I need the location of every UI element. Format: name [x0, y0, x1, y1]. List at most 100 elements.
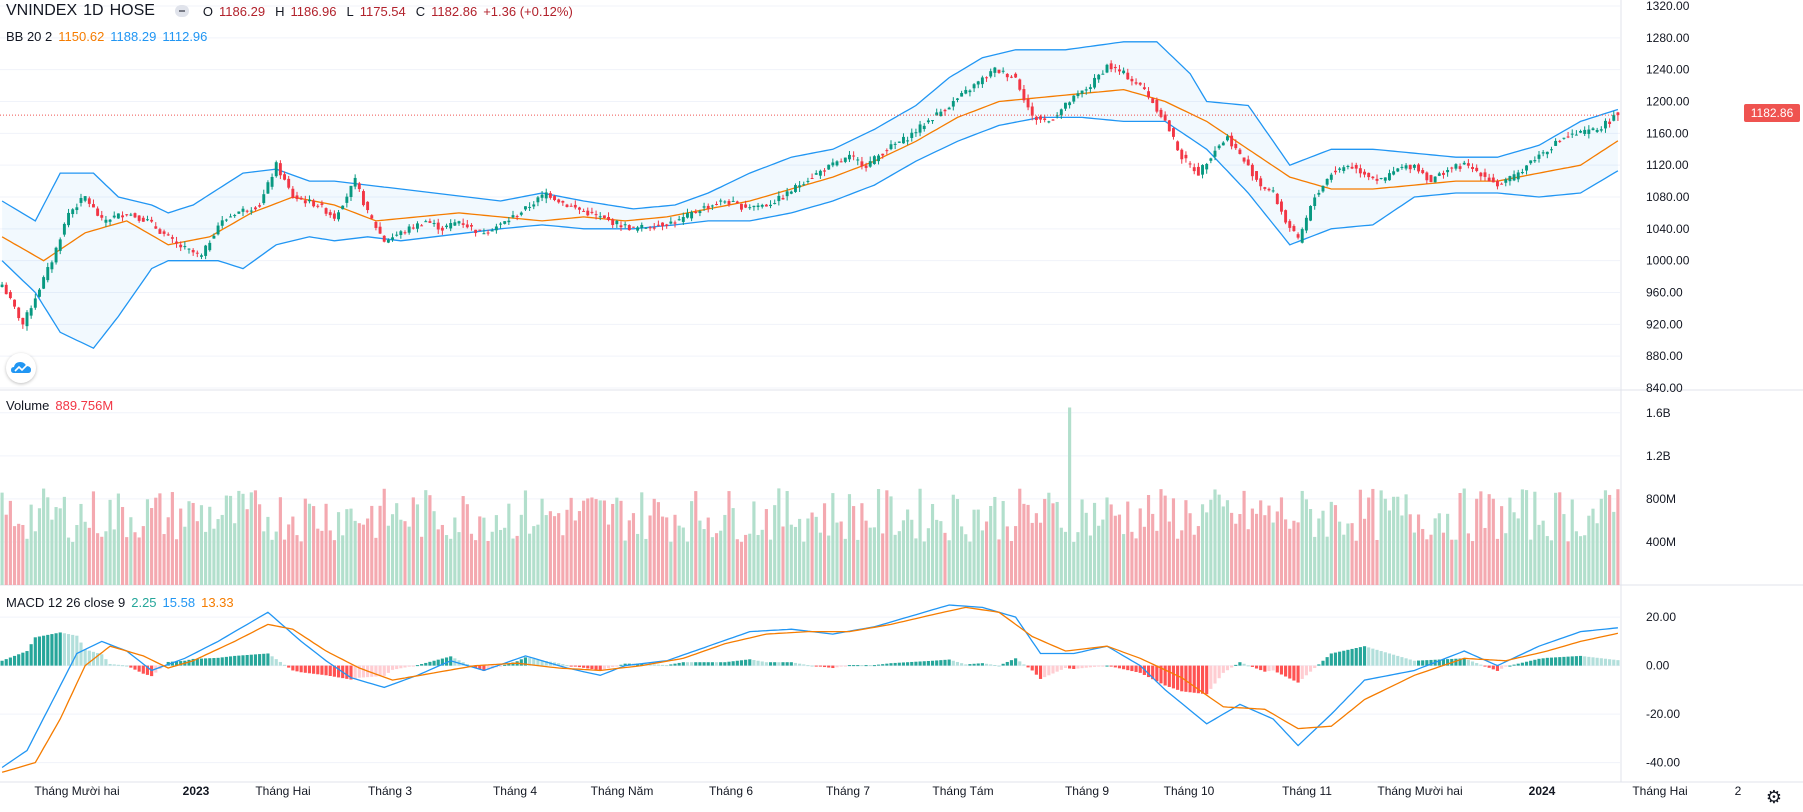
volume-bar[interactable]	[723, 514, 727, 585]
candle-body[interactable]	[403, 232, 407, 234]
volume-bar[interactable]	[839, 521, 843, 585]
volume-bar[interactable]	[1055, 501, 1059, 585]
candle-body[interactable]	[407, 226, 411, 233]
volume-bar[interactable]	[1072, 541, 1076, 585]
volume-bar[interactable]	[4, 514, 8, 585]
candle-body[interactable]	[67, 212, 70, 226]
candle-body[interactable]	[183, 246, 187, 248]
candle-body[interactable]	[1421, 170, 1425, 174]
candle-body[interactable]	[17, 307, 21, 319]
candle-body[interactable]	[573, 204, 577, 208]
volume-bar[interactable]	[1446, 513, 1450, 585]
candle-body[interactable]	[1039, 116, 1042, 120]
candle-body[interactable]	[1263, 187, 1267, 189]
candle-body[interactable]	[58, 239, 62, 251]
volume-bar[interactable]	[137, 537, 141, 585]
candle-body[interactable]	[399, 231, 403, 235]
volume-bar[interactable]	[1043, 498, 1047, 585]
volume-bar[interactable]	[166, 517, 170, 585]
volume-bar[interactable]	[361, 524, 366, 585]
candle-body[interactable]	[1014, 73, 1018, 78]
volume-bar[interactable]	[216, 519, 220, 585]
candle-body[interactable]	[1504, 179, 1508, 183]
candle-body[interactable]	[1612, 114, 1616, 121]
candle-body[interactable]	[187, 248, 191, 250]
candle-body[interactable]	[1043, 118, 1047, 121]
volume-bar[interactable]	[1167, 521, 1171, 585]
candle-body[interactable]	[756, 205, 760, 207]
candle-body[interactable]	[980, 77, 984, 85]
volume-bar[interactable]	[158, 493, 162, 585]
candle-body[interactable]	[266, 182, 270, 194]
volume-bar[interactable]	[498, 529, 503, 585]
candle-body[interactable]	[216, 225, 220, 235]
candle-body[interactable]	[1354, 164, 1358, 169]
candle-body[interactable]	[1558, 140, 1562, 142]
volume-bar[interactable]	[1047, 492, 1051, 585]
volume-bar[interactable]	[756, 534, 760, 585]
volume-bar[interactable]	[1275, 511, 1279, 585]
volume-bar[interactable]	[1483, 527, 1487, 585]
candle-body[interactable]	[116, 213, 120, 219]
volume-bar[interactable]	[1159, 489, 1163, 585]
candle-body[interactable]	[1454, 164, 1458, 169]
candle-body[interactable]	[607, 217, 610, 221]
volume-bar[interactable]	[503, 527, 507, 585]
volume-bar[interactable]	[1138, 508, 1142, 585]
volume-bar[interactable]	[673, 514, 677, 585]
volume-bar[interactable]	[1329, 501, 1333, 585]
candle-body[interactable]	[1579, 130, 1582, 133]
volume-bar[interactable]	[1545, 536, 1549, 585]
volume-bar[interactable]	[598, 500, 602, 585]
candle-body[interactable]	[511, 215, 515, 218]
candle-body[interactable]	[38, 289, 41, 297]
volume-bar[interactable]	[656, 502, 660, 585]
candle-body[interactable]	[648, 227, 652, 229]
candle-body[interactable]	[1433, 176, 1437, 183]
candle-body[interactable]	[1583, 129, 1587, 134]
volume-bar[interactable]	[353, 520, 357, 585]
candle-body[interactable]	[345, 196, 349, 203]
volume-bar[interactable]	[1105, 497, 1109, 585]
volume-bar[interactable]	[760, 529, 764, 585]
volume-bar[interactable]	[245, 509, 249, 585]
volume-bar[interactable]	[573, 520, 577, 585]
volume-bar[interactable]	[1018, 488, 1022, 585]
volume-bar[interactable]	[100, 536, 104, 585]
volume-bar[interactable]	[494, 515, 498, 585]
candle-body[interactable]	[170, 237, 174, 239]
candle-body[interactable]	[1346, 165, 1350, 168]
candle-body[interactable]	[814, 173, 818, 175]
candle-body[interactable]	[524, 206, 527, 210]
volume-bar[interactable]	[1367, 497, 1371, 585]
volume-bar[interactable]	[183, 526, 187, 585]
candle-body[interactable]	[1242, 157, 1246, 162]
candle-body[interactable]	[831, 162, 835, 166]
candle-body[interactable]	[357, 183, 361, 190]
volume-bar[interactable]	[228, 495, 233, 585]
candle-body[interactable]	[1309, 205, 1312, 221]
candle-body[interactable]	[46, 267, 50, 281]
candle-body[interactable]	[1313, 197, 1317, 206]
volume-bar[interactable]	[486, 540, 490, 585]
volume-bar[interactable]	[906, 509, 910, 585]
candle-body[interactable]	[735, 201, 739, 204]
volume-bar[interactable]	[1524, 490, 1529, 585]
volume-bar[interactable]	[324, 503, 328, 585]
candle-body[interactable]	[1442, 172, 1445, 175]
candle-body[interactable]	[1550, 149, 1553, 151]
volume-bar[interactable]	[1238, 514, 1242, 585]
volume-bar[interactable]	[220, 514, 224, 585]
candle-body[interactable]	[1267, 188, 1271, 191]
candle-body[interactable]	[956, 98, 959, 100]
volume-bar[interactable]	[735, 539, 739, 585]
volume-bar[interactable]	[1254, 513, 1259, 585]
candle-body[interactable]	[445, 225, 448, 228]
candle-body[interactable]	[150, 219, 154, 222]
candle-body[interactable]	[1570, 133, 1574, 135]
candle-body[interactable]	[789, 191, 793, 194]
candle-body[interactable]	[158, 229, 162, 234]
candle-body[interactable]	[1462, 162, 1466, 165]
volume-bar[interactable]	[1487, 494, 1491, 585]
volume-bar[interactable]	[382, 488, 386, 585]
